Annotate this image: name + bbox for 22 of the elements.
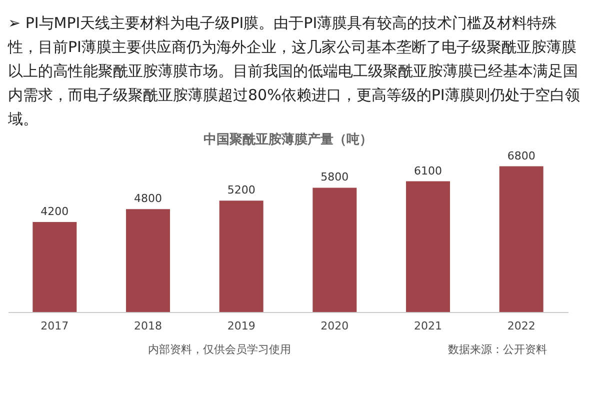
data-label: 5800 <box>320 170 349 184</box>
text: 内部资料，仅供会员学习使用 <box>148 343 291 356</box>
bar <box>126 209 170 312</box>
chart-subtitle: ➢ PI与MPI天线主要材料为电子级PI膜。由于PI薄膜具有较高的技术门槛及材料特殊性，目前PI薄膜主要供应商仍为海外企业，这几家公司基本垄断了电子级聚酰亚胺薄膜以上的高性能聚酰亚胺薄膜市场。目前我国的低端电工级聚酰亚胺薄膜已经基本满足国内需求，而电子级聚酰亚胺薄膜超过80%依赖进口，更高等级的PI薄膜则仍处于空白领域。 <box>7 14 580 128</box>
bar <box>219 200 264 312</box>
data-label: 6100 <box>414 164 442 178</box>
data-label: 6800 <box>507 149 536 162</box>
source-note: 数据来源：公开资料 <box>448 343 547 356</box>
data-label: 4800 <box>134 192 162 206</box>
bar <box>32 222 77 312</box>
x-tick-label: 2022 <box>507 320 536 332</box>
bar <box>406 181 450 312</box>
bar <box>499 166 544 312</box>
bar <box>312 188 357 312</box>
x-tick-label: 2020 <box>320 320 349 332</box>
chart-title: 中国聚酰亚胺薄膜产量（吨） <box>204 131 372 148</box>
data-label: 4200 <box>40 205 69 218</box>
x-tick-label: 2019 <box>227 320 256 332</box>
x-tick-label: 2017 <box>40 320 69 332</box>
data-label: 5200 <box>227 184 256 197</box>
x-tick-label: 2018 <box>134 320 162 332</box>
x-tick-label: 2021 <box>414 320 442 332</box>
